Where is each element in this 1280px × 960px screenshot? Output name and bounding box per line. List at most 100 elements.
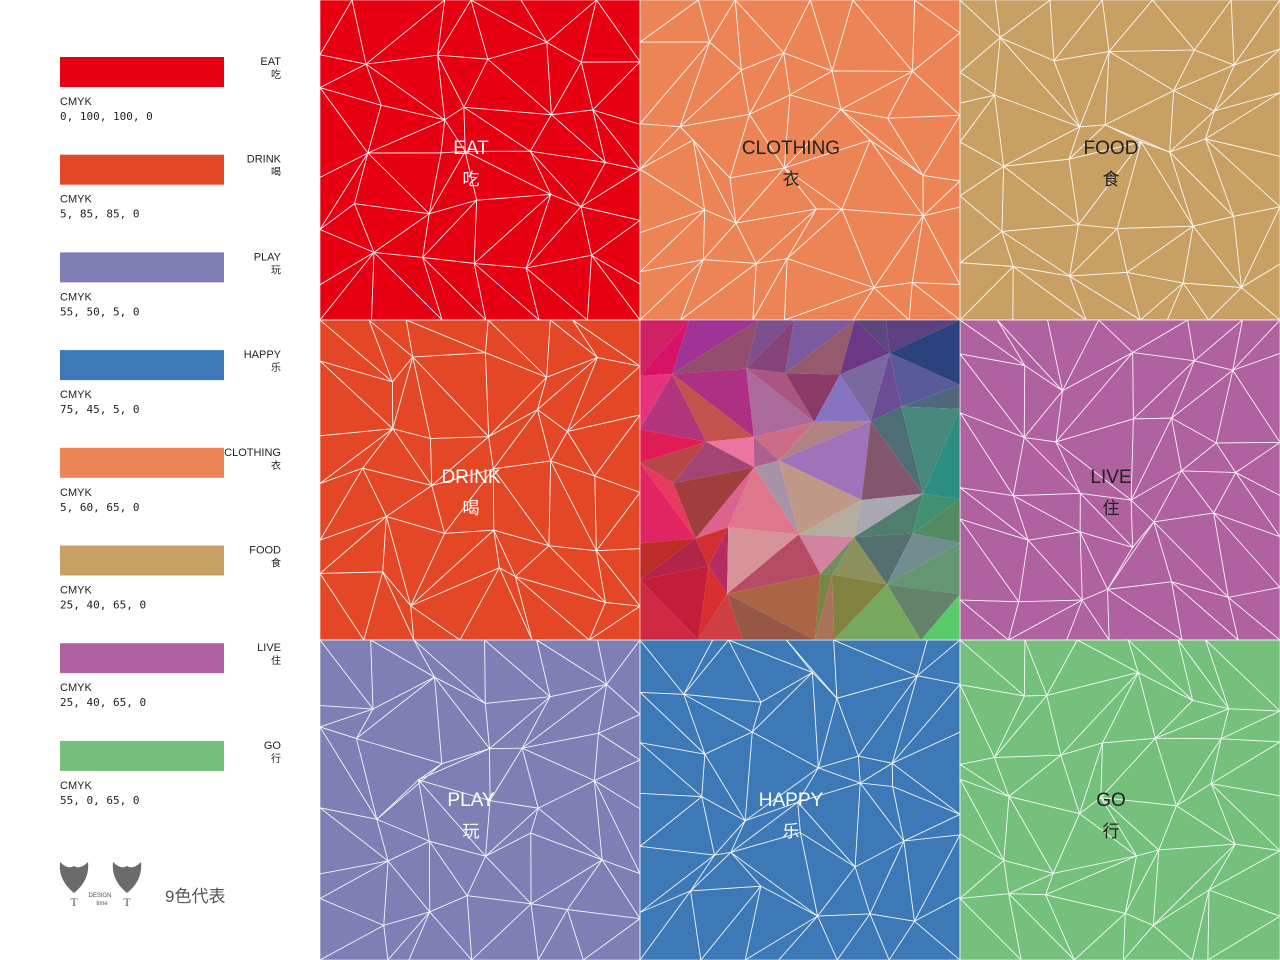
- mesh-triangle: [640, 538, 696, 580]
- tile: [320, 0, 640, 320]
- swatch-name-cn: 吃: [271, 68, 281, 81]
- tile-name-cn: 吃: [463, 170, 480, 189]
- mesh-triangle: [912, 493, 960, 534]
- mesh-triangle: [854, 320, 890, 353]
- logo-letter: T: [123, 895, 131, 909]
- mesh-triangle: [798, 534, 854, 574]
- mesh-triangle: [672, 373, 754, 442]
- mesh-triangle: [673, 467, 755, 539]
- swatch: [60, 154, 224, 185]
- mesh-triangle: [901, 384, 960, 409]
- swatch-name: PLAY: [254, 251, 282, 263]
- swatch: [60, 643, 224, 674]
- mesh-triangle: [728, 467, 799, 535]
- mesh-triangle: [708, 527, 729, 594]
- swatch-name-cn: 食: [271, 557, 281, 570]
- logo-drop: [112, 862, 142, 893]
- swatch-label: CMYK: [60, 96, 92, 108]
- swatch-label: CMYK: [60, 780, 92, 792]
- tile-name: FOOD: [1084, 138, 1139, 159]
- mesh-triangle: [870, 406, 924, 494]
- tile-name: CLOTHING: [742, 138, 840, 159]
- swatch: [60, 740, 224, 771]
- mesh-triangle: [853, 493, 924, 538]
- mesh-triangle: [885, 320, 960, 353]
- mesh-triangle: [640, 565, 709, 640]
- tile-name: DRINK: [441, 467, 500, 488]
- mesh-triangle: [753, 421, 815, 461]
- mesh-triangle: [820, 537, 854, 575]
- swatch-cmyk: 55, 0, 65, 0: [60, 794, 139, 807]
- mesh-triangle: [408, 911, 473, 960]
- swatch-label: CMYK: [60, 682, 92, 694]
- swatch-label: CMYK: [60, 585, 92, 597]
- mesh-triangle: [640, 579, 699, 640]
- swatch-cmyk: 25, 40, 65, 0: [60, 599, 146, 612]
- caption: 9色代表: [165, 887, 225, 906]
- mesh-triangle: [640, 373, 673, 430]
- mesh-triangle: [870, 352, 902, 422]
- mesh-triangle: [640, 538, 709, 580]
- mesh-triangle: [695, 527, 729, 566]
- swatch-label: CMYK: [60, 194, 92, 206]
- mesh-triangle: [698, 565, 728, 640]
- mesh-triangle: [672, 320, 759, 374]
- mesh-triangle: [727, 593, 815, 640]
- mesh-triangle: [778, 421, 871, 500]
- tile-name: LIVE: [1090, 467, 1131, 488]
- mesh-triangle: [839, 352, 890, 422]
- mesh-triangle: [861, 421, 924, 500]
- logo-letter: T: [70, 895, 78, 909]
- mesh-triangle: [887, 542, 960, 595]
- mesh-triangle: [832, 574, 888, 640]
- tile-name: EAT: [453, 138, 489, 159]
- swatch-name-cn: 住: [271, 654, 281, 667]
- tile-name: PLAY: [447, 790, 495, 811]
- mesh-triangle: [887, 584, 960, 640]
- tile-name-cn: 乐: [783, 822, 800, 841]
- swatch-name-cn: 喝: [271, 167, 281, 179]
- mesh-triangle: [778, 460, 862, 535]
- mesh-triangle: [836, 913, 890, 960]
- mesh-triangle: [798, 499, 862, 538]
- tile: [320, 320, 640, 640]
- mesh-triangle: [1207, 915, 1280, 960]
- mesh-triangle: [727, 573, 821, 640]
- mesh-triangle: [785, 320, 855, 374]
- mesh-triangle: [640, 320, 690, 376]
- mesh-triangle: [727, 527, 799, 594]
- swatch-cmyk: 75, 45, 5, 0: [60, 403, 139, 416]
- swatch-name-cn: 乐: [271, 362, 281, 374]
- mesh-triangle: [753, 436, 779, 468]
- mesh-triangle: [672, 368, 754, 437]
- mesh-triangle: [785, 320, 855, 375]
- swatch-name-cn: 衣: [271, 459, 281, 472]
- swatch: [60, 447, 224, 478]
- tile-name-cn: 衣: [783, 170, 800, 189]
- mesh-triangle: [889, 352, 960, 407]
- mesh-triangle: [640, 462, 696, 544]
- swatch-label: CMYK: [60, 389, 92, 401]
- swatch-cmyk: 25, 40, 65, 0: [60, 696, 146, 709]
- mesh-triangle: [785, 373, 840, 422]
- mesh-triangle: [672, 320, 759, 374]
- mesh-triangle: [888, 920, 961, 960]
- swatch: [60, 57, 224, 87]
- swatch: [60, 252, 224, 283]
- mesh-triangle: [778, 915, 838, 960]
- mesh-triangle: [887, 533, 960, 585]
- tile-name: GO: [1096, 790, 1126, 811]
- mesh-triangle: [814, 374, 871, 422]
- mesh-triangle: [673, 441, 755, 484]
- swatch-label: CMYK: [60, 291, 92, 303]
- mesh-triangle: [832, 537, 888, 585]
- logo-text: DESIGN: [88, 893, 111, 899]
- tile-name-cn: 喝: [463, 499, 480, 518]
- tile: [640, 0, 960, 320]
- mesh-triangle: [814, 574, 834, 640]
- mesh-triangle: [640, 462, 696, 539]
- mesh-triangle: [754, 460, 799, 535]
- logo-drop: [59, 862, 89, 893]
- mesh-triangle: [746, 368, 815, 437]
- tile-name-cn: 行: [1103, 822, 1120, 841]
